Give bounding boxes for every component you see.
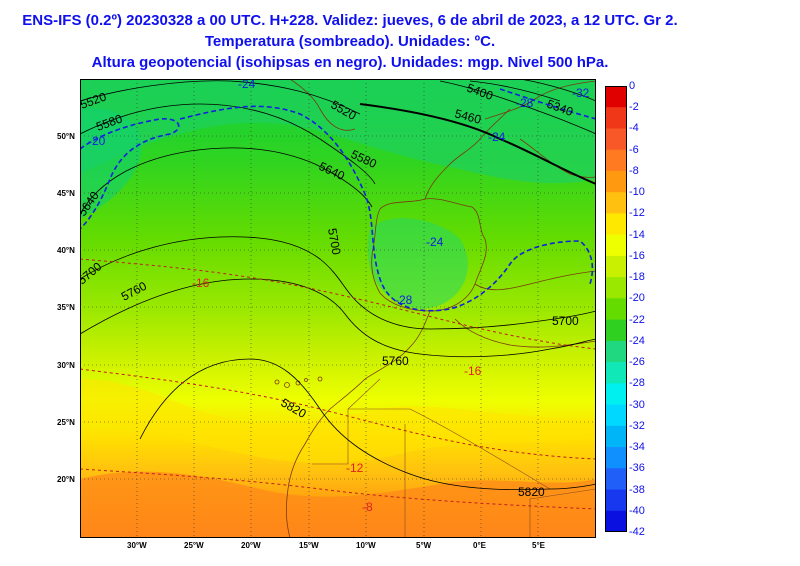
temperature-contour-label: -24 (238, 79, 256, 91)
longitude-label: 10°W (356, 541, 376, 550)
map-frame (80, 79, 596, 538)
coastlines (285, 79, 596, 538)
temperature-contour-label: -28 (395, 293, 413, 307)
colorbar-tick-label: -6 (629, 143, 639, 156)
temperature-isotherms-warm (80, 258, 596, 510)
map-title-line-3: Altura geopotencial (isohipsas en negro)… (91, 54, 609, 71)
map-title-line-2: Temperatura (sombreado). Unidades: ºC. (204, 33, 496, 50)
colorbar-tick-label: -22 (629, 313, 645, 326)
latitude-label: 35°N (57, 303, 75, 312)
colorbar-tick-label: -40 (629, 504, 645, 517)
colorbar-tick-label: -26 (629, 356, 645, 369)
colorbar-tick-label: -10 (629, 186, 645, 199)
colorbar-swatch (605, 340, 627, 363)
longitude-label: 0°E (473, 541, 486, 550)
temperature-contour-label: -16 (192, 276, 210, 290)
height-contour-label: 5760 (382, 354, 409, 368)
colorbar-swatch (605, 277, 627, 299)
canary-islands (274, 376, 323, 388)
colorbar-frame (605, 86, 627, 532)
colorbar-swatch (605, 234, 627, 257)
longitude-label: 25°W (184, 541, 204, 550)
temperature-contour-label: -16 (464, 364, 482, 378)
colorbar-swatch (605, 170, 627, 193)
colorbar-tick-label: -24 (629, 334, 645, 347)
cold-pool-north (80, 79, 596, 184)
colorbar-tick-label: -20 (629, 292, 645, 305)
colorbar-tick-label: -42 (629, 526, 645, 538)
colorbar-tick-label: -14 (629, 228, 645, 241)
colorbar-swatch (605, 489, 627, 512)
colorbar-swatch (605, 383, 627, 406)
temperature-isotherms (80, 88, 596, 312)
longitude-label: 5°W (416, 541, 432, 550)
cold-pool-atlantic (80, 108, 142, 219)
latitude-label: 40°N (57, 246, 75, 255)
colorbar-tick-label: -4 (629, 122, 639, 135)
colorbar-swatch (605, 255, 627, 278)
colorbar-swatch (605, 107, 627, 129)
colorbar-swatch (605, 192, 627, 214)
colorbar-tick-label: -16 (629, 249, 645, 262)
colorbar-swatch (605, 404, 627, 427)
warm-region-south (80, 471, 596, 538)
latitude-label: 50°N (57, 132, 75, 141)
longitude-label: 15°W (299, 541, 319, 550)
colorbar-tick-label: -32 (629, 419, 645, 432)
country-borders (312, 378, 596, 538)
colorbar-swatch (605, 298, 627, 321)
longitude-label: 20°W (241, 541, 261, 550)
colorbar-tick-label: -8 (629, 164, 639, 177)
colorbar-swatch (605, 447, 627, 469)
colorbar-swatch (605, 128, 627, 151)
longitude-label: 5°E (532, 541, 545, 550)
temperature-contour-label: -24 (426, 235, 444, 249)
height-contour-label: 5700 (552, 314, 579, 328)
temperature-contour-label: -20 (88, 134, 106, 148)
colorbar-tick-label: -30 (629, 398, 645, 411)
colorbar-tick-label: -36 (629, 462, 645, 475)
latitude-label: 30°N (57, 361, 75, 370)
temperature-contour-label: -12 (346, 461, 364, 475)
colorbar-swatch (605, 86, 627, 108)
colorbar-tick-label: -12 (629, 207, 645, 220)
colorbar-tick-label: -28 (629, 377, 645, 390)
height-contour-label: 5460 (453, 106, 483, 127)
warm-region-mid (80, 379, 596, 464)
latitude-label: 20°N (57, 475, 75, 484)
temperature-contour-label: -8 (362, 500, 373, 514)
colorbar-swatch (605, 149, 627, 172)
temperature-contour-label: -24 (488, 130, 506, 144)
latitude-label: 45°N (57, 189, 75, 198)
temperature-contour-label: -28 (516, 96, 534, 110)
temperature-geopotential-map: 5520 5580 5640 5700 5760 5820 5520 5580 … (80, 79, 596, 538)
colorbar-swatch (605, 425, 627, 448)
longitude-label: 30°W (127, 541, 147, 550)
cold-pool-iberia (367, 218, 468, 309)
colorbar-swatch (605, 510, 627, 532)
temperature-colorbar (605, 86, 627, 532)
height-contour-label: 5700 (325, 227, 343, 256)
geopotential-contours (80, 79, 596, 491)
colorbar-swatch (605, 319, 627, 342)
colorbar-swatch (605, 362, 627, 384)
colorbar-tick-label: -34 (629, 441, 645, 454)
map-title-line-1: ENS-IFS (0.2º) 20230328 a 00 UTC. H+228.… (22, 12, 678, 29)
colorbar-swatch (605, 213, 627, 236)
colorbar-tick-label: 0 (629, 80, 636, 92)
colorbar-swatch (605, 468, 627, 491)
colorbar-tick-label: -38 (629, 483, 645, 496)
latitude-label: 25°N (57, 418, 75, 427)
colorbar-tick-label: -18 (629, 271, 645, 284)
temperature-contour-label: -32 (572, 86, 590, 100)
colorbar-tick-label: -2 (629, 101, 639, 114)
height-contour-label: 5820 (518, 485, 545, 499)
